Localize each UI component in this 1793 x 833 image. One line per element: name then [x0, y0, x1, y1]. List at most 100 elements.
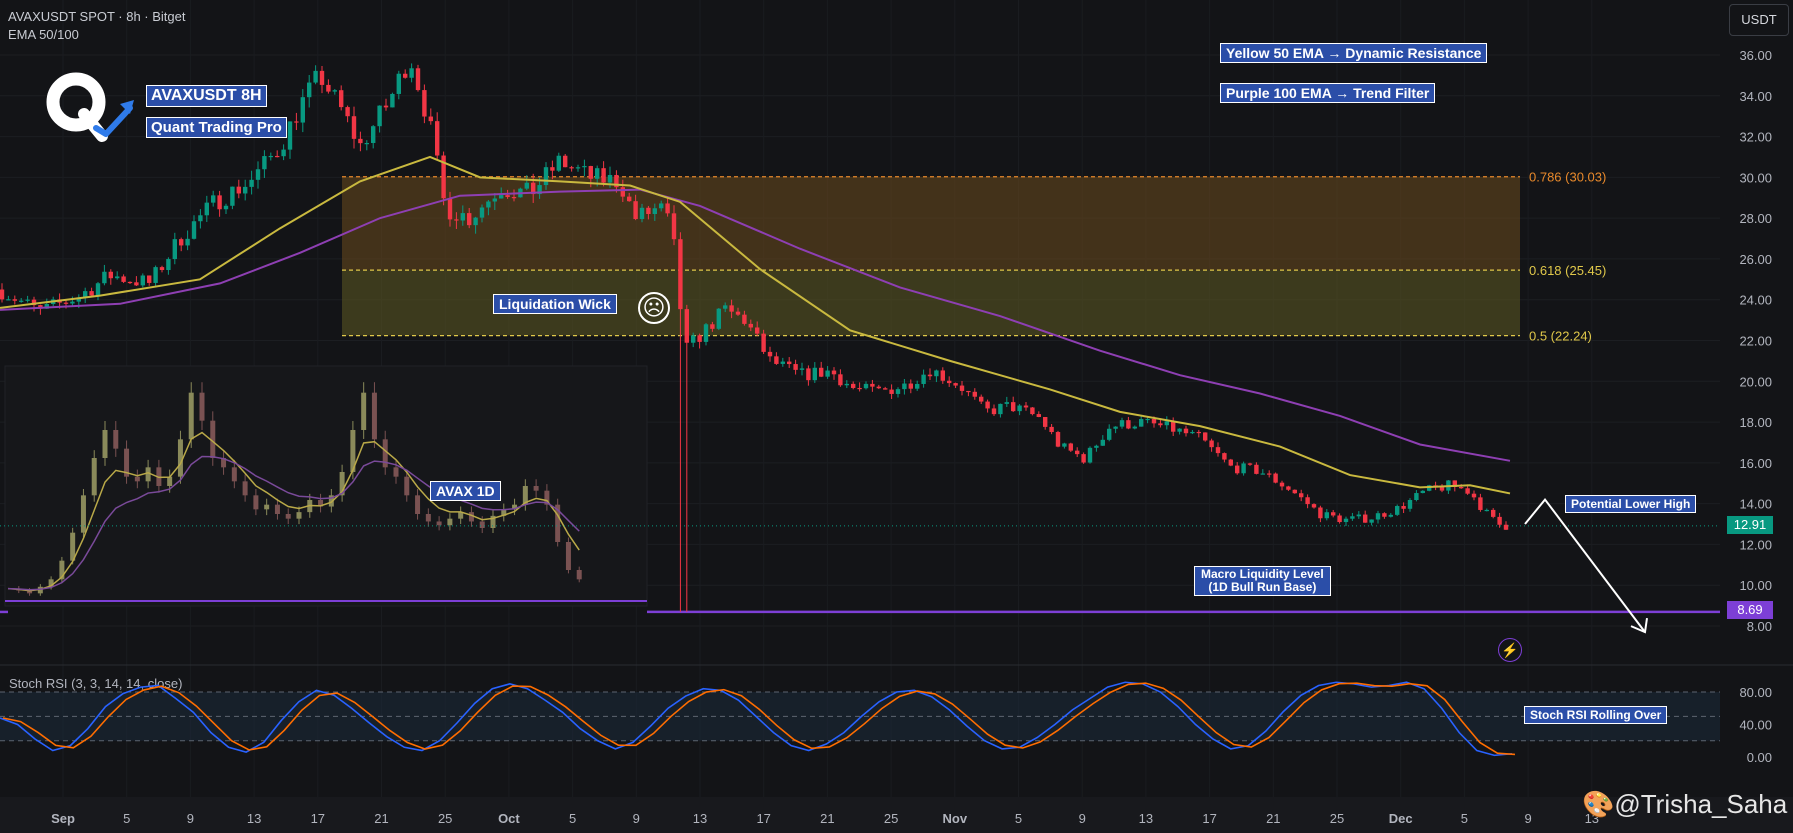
symbol-line[interactable]: AVAXUSDT SPOT · 8h · Bitget	[8, 9, 186, 24]
candle-body	[678, 239, 683, 310]
inset-candle	[576, 570, 582, 580]
candle-body	[1004, 402, 1009, 404]
inset-candle	[59, 560, 65, 580]
y-tick-label: 36.00	[1739, 48, 1772, 63]
candle-body	[940, 370, 945, 381]
candle-body	[1356, 514, 1361, 517]
candle-body	[44, 304, 49, 309]
candle-body	[563, 155, 568, 168]
candle-body	[1324, 512, 1329, 519]
candle-body	[1299, 493, 1304, 498]
x-tick-label: 9	[1079, 811, 1086, 826]
candle-body	[1414, 493, 1419, 501]
candle-body	[121, 276, 126, 282]
y-tick-label: 28.00	[1739, 211, 1772, 226]
candle-body	[1241, 463, 1246, 474]
candle-body	[1382, 513, 1387, 517]
candle-body	[140, 275, 145, 286]
candle-body	[947, 380, 952, 384]
candle-body	[1459, 486, 1464, 489]
last-price-label: 12.91	[1727, 516, 1773, 534]
candle-body	[1228, 459, 1233, 466]
candle-body	[332, 90, 337, 92]
candle-body	[1292, 489, 1297, 494]
lightning-icon[interactable]: ⚡	[1498, 638, 1522, 662]
candle-body	[422, 90, 427, 117]
y-tick-label: 32.00	[1739, 130, 1772, 145]
candle-body	[550, 167, 555, 171]
inset-candle	[533, 486, 539, 491]
candle-body	[761, 333, 766, 352]
candle-body	[569, 167, 574, 169]
candle-body	[620, 187, 625, 197]
candle-body	[595, 168, 600, 179]
projection-arrowhead	[1630, 617, 1648, 634]
candle-body	[582, 166, 587, 168]
candle-body	[211, 195, 216, 203]
candle-body	[1087, 447, 1093, 463]
inset-label: AVAX 1D	[430, 481, 501, 501]
candle-body	[31, 299, 37, 306]
inset-candle	[167, 476, 173, 486]
candle-body	[204, 202, 209, 216]
y-tick-label: 30.00	[1739, 170, 1772, 185]
candle-body	[147, 275, 152, 283]
stoch-title: Stoch RSI (3, 3, 14, 14, close)	[9, 676, 182, 691]
candle-body	[934, 370, 939, 377]
x-tick-label: 17	[311, 811, 325, 826]
candle-body	[908, 383, 913, 389]
inset-candle	[188, 392, 194, 440]
candle-body	[1158, 423, 1163, 426]
x-tick-label: 5	[1461, 811, 1468, 826]
candle-body	[217, 195, 222, 210]
candle-body	[1375, 513, 1381, 520]
x-tick-label: 9	[1524, 811, 1531, 826]
candle-body	[857, 387, 862, 390]
candle-body	[652, 208, 657, 215]
candle-body	[1273, 473, 1278, 483]
candle-body	[511, 197, 517, 199]
candle-body	[191, 221, 197, 239]
candle-body	[627, 196, 632, 202]
candle-body	[1055, 432, 1061, 447]
inset-candle	[328, 495, 334, 507]
indicator-line[interactable]: EMA 50/100	[8, 27, 79, 42]
candle-body	[607, 175, 613, 183]
inset-candle	[285, 514, 291, 519]
x-tick-label: 13	[693, 811, 707, 826]
y-tick-label: 24.00	[1739, 293, 1772, 308]
currency-button[interactable]: USDT	[1729, 4, 1789, 36]
candle-body	[742, 314, 747, 324]
inset-candle	[296, 512, 302, 519]
candle-body	[1407, 500, 1413, 509]
candle-body	[716, 308, 721, 329]
candle-body	[1113, 426, 1118, 429]
candle-body	[1215, 447, 1221, 454]
stoch-tick-label: 40.00	[1739, 718, 1772, 733]
inset-candle	[199, 392, 205, 421]
candle-body	[134, 282, 139, 286]
candle-body	[63, 302, 69, 304]
x-tick-label: 25	[438, 811, 452, 826]
candle-body	[902, 383, 907, 390]
candle-body	[1081, 454, 1086, 463]
inset-candle	[393, 467, 399, 477]
candle-body	[499, 195, 504, 199]
candle-body	[710, 324, 715, 329]
candle-body	[108, 271, 113, 279]
candle-body	[524, 182, 529, 189]
candle-body	[255, 169, 261, 180]
candle-body	[1177, 428, 1182, 432]
x-tick-label: Nov	[943, 811, 968, 826]
candle-body	[1196, 431, 1201, 434]
candle-body	[441, 155, 446, 199]
inset-candle	[134, 476, 140, 482]
candle-body	[268, 155, 273, 158]
x-tick-label: Sep	[51, 811, 75, 826]
candle-body	[793, 364, 798, 370]
candle-body	[383, 105, 389, 108]
macro-price-label: 8.69	[1727, 601, 1773, 619]
candle-body	[1094, 445, 1099, 448]
candle-body	[915, 383, 920, 389]
macro-level-line1: Macro Liquidity Level	[1201, 567, 1324, 581]
